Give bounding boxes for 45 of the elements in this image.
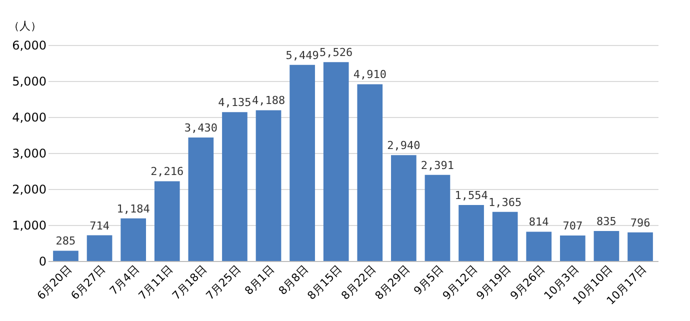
bar <box>188 138 214 261</box>
y-tick-label: 2,000 <box>12 182 46 196</box>
data-label: 2,216 <box>150 165 184 178</box>
data-label: 4,135 <box>218 96 252 110</box>
bar <box>492 212 518 261</box>
data-label: 707 <box>562 220 583 233</box>
bar <box>424 174 450 261</box>
bar <box>357 84 383 261</box>
y-tick-label: 0 <box>38 254 46 268</box>
bar <box>120 218 146 261</box>
y-tick-label: 5,000 <box>12 74 46 88</box>
bar <box>86 235 112 261</box>
bar <box>628 232 653 261</box>
data-label: 2,391 <box>420 158 454 172</box>
x-tick-label: 8月1日 <box>242 262 277 298</box>
data-label: 714 <box>90 219 110 232</box>
data-label: 796 <box>630 216 650 230</box>
bar <box>560 236 586 261</box>
bar <box>222 112 248 261</box>
y-tick-label: 6,000 <box>12 38 46 52</box>
data-label: 5,449 <box>286 48 319 62</box>
bar <box>53 250 78 261</box>
data-label: 3,430 <box>184 122 218 135</box>
data-label: 5,526 <box>320 46 353 60</box>
data-label: 814 <box>528 216 550 229</box>
data-label: 285 <box>56 234 76 248</box>
data-label: 1,365 <box>488 196 522 209</box>
data-label: 2,940 <box>387 139 420 152</box>
data-label: 835 <box>596 214 616 228</box>
bar <box>526 232 552 261</box>
y-axis-title: （人） <box>8 20 42 32</box>
data-label: 1,184 <box>116 202 150 216</box>
data-label: 4,910 <box>353 68 386 82</box>
bar <box>256 110 282 261</box>
y-tick-label: 1,000 <box>12 218 46 232</box>
bar <box>594 230 620 261</box>
data-label: 1,554 <box>454 189 488 202</box>
bar <box>290 64 315 261</box>
bar <box>458 205 484 261</box>
data-label: 4,188 <box>252 94 286 108</box>
bar <box>323 62 349 261</box>
y-tick-label: 4,000 <box>12 110 46 124</box>
y-tick-label: 3,000 <box>12 146 46 160</box>
bar <box>154 181 180 261</box>
bar <box>391 155 416 261</box>
